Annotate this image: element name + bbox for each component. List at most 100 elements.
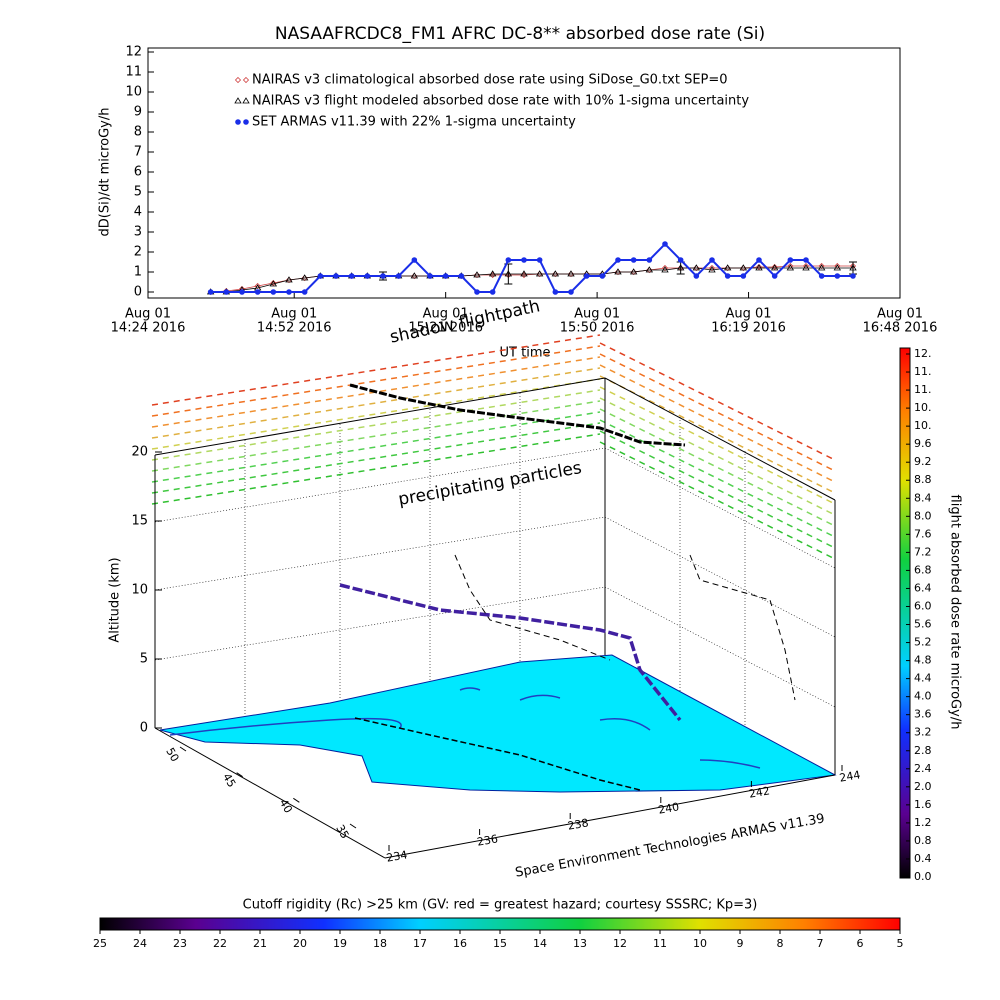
point bbox=[301, 289, 308, 295]
point bbox=[285, 276, 293, 283]
point bbox=[270, 279, 277, 287]
x-tick-label: Aug 01 bbox=[877, 307, 923, 322]
colorbar-tick-label: 5.2 bbox=[914, 636, 932, 649]
z-axis-label: Altitude (km) bbox=[108, 557, 123, 642]
rigidity-tick-label: 6 bbox=[857, 937, 864, 950]
box-edges bbox=[154, 377, 836, 775]
colorbar-tick-label: 3.6 bbox=[914, 708, 932, 721]
colorbar-tick-label: 12. bbox=[914, 347, 932, 360]
colorbar-tick-label: 4.4 bbox=[914, 672, 932, 685]
point bbox=[521, 257, 527, 263]
point bbox=[568, 289, 574, 295]
rigidity-tick-label: 19 bbox=[333, 937, 347, 950]
lon-tick-label: 236 bbox=[476, 832, 499, 848]
point bbox=[474, 289, 480, 295]
colorbar-tick-label: 2.0 bbox=[914, 780, 932, 793]
rigidity-tick-label: 21 bbox=[253, 937, 267, 950]
point bbox=[348, 273, 355, 279]
rigidity-tick-label: 9 bbox=[737, 937, 744, 950]
particle-row bbox=[151, 433, 601, 505]
point bbox=[395, 273, 402, 279]
point bbox=[771, 263, 778, 271]
point bbox=[599, 273, 606, 279]
point bbox=[787, 262, 794, 270]
point bbox=[661, 266, 669, 273]
point bbox=[254, 282, 261, 290]
point bbox=[817, 264, 826, 271]
particle-row bbox=[151, 367, 601, 439]
rigidity-tick-label: 10 bbox=[693, 937, 707, 950]
colorbar-tick-label: 8.0 bbox=[914, 509, 932, 522]
x-tick-label: Aug 01 bbox=[423, 307, 469, 322]
rigidity-tick-label: 16 bbox=[453, 937, 467, 950]
particle-row bbox=[151, 334, 601, 406]
rigidity-tick-label: 17 bbox=[413, 937, 427, 950]
point bbox=[427, 273, 433, 279]
point bbox=[818, 273, 825, 279]
lat-tick-label: 35 bbox=[333, 822, 351, 841]
point bbox=[286, 289, 292, 295]
particle-row bbox=[599, 364, 836, 483]
point bbox=[787, 257, 794, 263]
point bbox=[850, 273, 856, 279]
point bbox=[615, 257, 621, 263]
point bbox=[536, 257, 543, 263]
point bbox=[629, 268, 638, 275]
colorbar-tick-label: 7.6 bbox=[914, 527, 932, 540]
point bbox=[551, 270, 560, 277]
point bbox=[740, 273, 747, 279]
x-tick-label: Aug 01 bbox=[125, 307, 171, 322]
y-tick-label: 7 bbox=[134, 145, 142, 160]
y-tick-label: 4 bbox=[134, 205, 142, 220]
lon-tick-label: 238 bbox=[567, 816, 590, 832]
point bbox=[834, 273, 841, 279]
point bbox=[567, 270, 575, 277]
point bbox=[661, 264, 669, 272]
rigidity-tick-label: 5 bbox=[897, 937, 904, 950]
colorbar-tick-label: 4.0 bbox=[914, 690, 932, 703]
legend-label: NAIRAS v3 flight modeled absorbed dose r… bbox=[252, 94, 749, 109]
point bbox=[818, 262, 825, 270]
colorbar-tick-label: 0.4 bbox=[914, 852, 932, 865]
rigidity-tick-label: 7 bbox=[817, 937, 824, 950]
point bbox=[242, 76, 250, 84]
y-tick-label: 0 bbox=[134, 285, 142, 300]
y-tick-label: 9 bbox=[134, 105, 142, 120]
y-tick-label: 2 bbox=[134, 245, 142, 260]
point bbox=[630, 257, 637, 263]
particle-row bbox=[599, 430, 836, 549]
y-tick-label: 12 bbox=[125, 45, 142, 60]
z-tick-label: 20 bbox=[131, 445, 148, 460]
point bbox=[333, 273, 339, 279]
point bbox=[803, 257, 809, 263]
colorbar-tick-label: 7.2 bbox=[914, 545, 932, 558]
annotation: precipitating particles bbox=[397, 458, 584, 510]
point bbox=[709, 257, 715, 263]
rigidity-tick-label: 20 bbox=[293, 937, 307, 950]
point bbox=[239, 289, 245, 295]
colorbar bbox=[899, 347, 911, 879]
particle-row bbox=[151, 356, 601, 428]
particle-row bbox=[599, 408, 836, 527]
point bbox=[693, 273, 700, 279]
colorbar-tick-label: 4.8 bbox=[914, 654, 932, 667]
y-tick-label: 6 bbox=[134, 165, 142, 180]
point bbox=[786, 264, 795, 271]
colorbar-tick-label: 6.0 bbox=[914, 599, 932, 612]
credit: Space Environment Technologies ARMAS v11… bbox=[514, 811, 826, 880]
rigidity-tick-label: 22 bbox=[213, 937, 227, 950]
x-tick-label: Aug 01 bbox=[271, 307, 317, 322]
point bbox=[583, 273, 590, 279]
colorbar-tick-label: 8.8 bbox=[914, 473, 932, 486]
point bbox=[269, 280, 278, 287]
rigidity-bar bbox=[99, 917, 901, 931]
colorbar-tick-label: 10. bbox=[914, 401, 932, 414]
rigidity-tick-label: 11 bbox=[653, 937, 667, 950]
projection-track bbox=[689, 554, 796, 701]
point bbox=[234, 76, 242, 84]
y-tick-label: 11 bbox=[125, 65, 142, 80]
lat-tick-label: 45 bbox=[220, 771, 238, 790]
point bbox=[802, 262, 810, 270]
